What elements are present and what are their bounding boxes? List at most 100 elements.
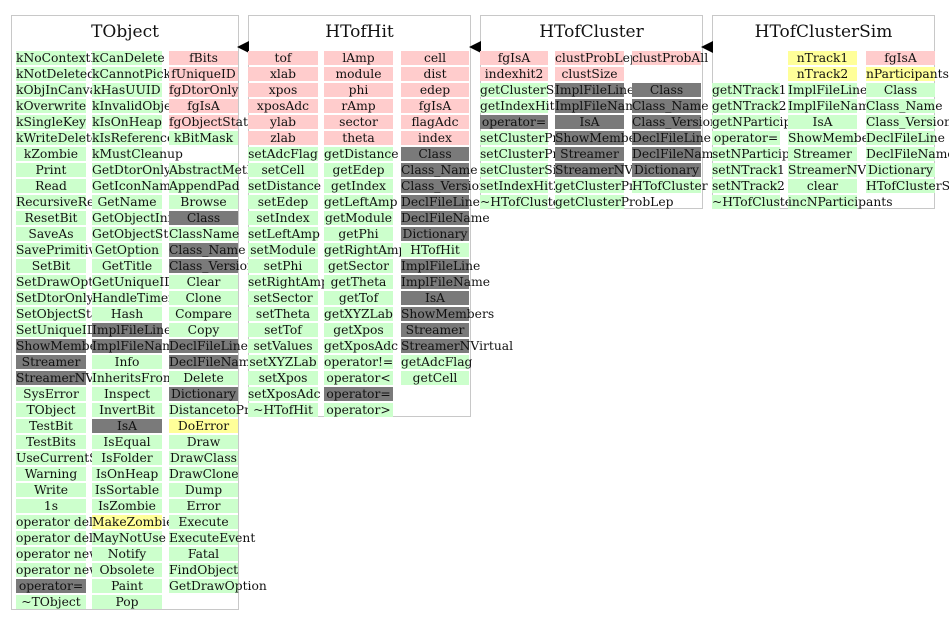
class-member: kZombie: [16, 147, 86, 161]
class-member: ClassName: [169, 227, 240, 241]
class-member: DrawClone: [169, 467, 239, 481]
class-member: edep: [401, 83, 469, 97]
class-member: Streamer: [555, 147, 624, 161]
class-member: IsA: [555, 115, 624, 129]
class-member: ImplFileName: [555, 99, 645, 113]
class-member: DistancetoPrimitive: [169, 403, 293, 417]
class-member: IsOnHeap: [92, 467, 162, 481]
class-member: operator<: [324, 371, 393, 385]
class-member: setIndex: [248, 211, 318, 225]
class-member: AppendPad: [169, 179, 240, 193]
class-member: clustProbAll: [632, 51, 709, 65]
class-member: kMustCleanup: [92, 147, 183, 161]
class-member: ShowMembers: [555, 131, 649, 145]
class-member: Browse: [169, 195, 238, 209]
class-member: ResetBit: [16, 211, 86, 225]
class-member: getLeftAmp: [324, 195, 398, 209]
class-member: GetOption: [92, 243, 162, 257]
class-member: ImplFileLine: [555, 83, 635, 97]
class-member: fgObjectStat: [169, 115, 248, 129]
class-member: ImplFileLine: [92, 323, 172, 337]
class-member: kIsOnHeap: [92, 115, 162, 129]
class-member: fgIsA: [866, 51, 935, 65]
class-member: setXpos: [248, 371, 318, 385]
class-member: getAdcFlag: [401, 355, 473, 369]
class-member: ~HTofHit: [248, 403, 318, 417]
class-member: operator new: [16, 547, 100, 561]
class-member: [632, 67, 701, 81]
class-member: ShowMembers: [788, 131, 882, 145]
class-member: cell: [401, 51, 469, 65]
class-title: HTofHit: [325, 22, 394, 42]
class-member: phi: [324, 83, 393, 97]
class-member: lAmp: [324, 51, 393, 65]
class-member: module: [324, 67, 393, 81]
class-member: DoError: [169, 419, 238, 433]
class-member: setXYZLab: [248, 355, 318, 369]
class-member: fgDtorOnly: [169, 83, 239, 97]
class-member: IsA: [788, 115, 857, 129]
class-member: getIndex: [324, 179, 393, 193]
class-member: getNTrack2: [712, 99, 787, 113]
class-member: clustProbLep: [555, 51, 638, 65]
class-member: StreamerNVirtual: [788, 163, 901, 177]
class-member: ~TObject: [16, 595, 86, 609]
class-member: FindObject: [169, 563, 239, 577]
class-member: setClusterProbAll: [480, 131, 591, 145]
class-member: StreamerNVirtual: [16, 371, 129, 385]
class-member: DeclFileLine: [866, 131, 945, 145]
class-member: GetDtorOnly: [92, 163, 172, 177]
class-member: kOverwrite: [16, 99, 87, 113]
class-member: IsA: [401, 291, 469, 305]
class-member: rAmp: [324, 99, 393, 113]
class-member: setPhi: [248, 259, 318, 273]
class-member: UseCurrentStyle: [16, 451, 121, 465]
class-member: setModule: [248, 243, 318, 257]
class-member: getXYZLab: [324, 307, 393, 321]
class-member: operator=: [712, 131, 780, 145]
class-member: kNoContextMenu: [16, 51, 127, 65]
class-member: HandleTimer: [92, 291, 175, 305]
class-member: incNParticipants: [788, 195, 893, 209]
class-member: Dictionary: [401, 227, 469, 241]
class-member: kInvalidObject: [92, 99, 184, 113]
class-member: setEdep: [248, 195, 318, 209]
class-member: nTrack1: [788, 51, 857, 65]
class-member: kIsReferenced: [92, 131, 183, 145]
class-member: Class_Name: [401, 163, 478, 177]
class-member: index: [401, 131, 469, 145]
class-member: xposAdc: [248, 99, 318, 113]
class-member: getNParticipants: [712, 115, 818, 129]
class-member: operator=: [16, 579, 86, 593]
class-member: DeclFileLine: [401, 195, 480, 209]
class-member: Class_Version: [866, 115, 949, 129]
class-member: StreamerNVirtual: [555, 163, 668, 177]
class-member: IsFolder: [92, 451, 162, 465]
class-member: setClusterSize: [480, 163, 571, 177]
class-title: HTofClusterSim: [754, 22, 893, 42]
class-member: DrawClass: [169, 451, 238, 465]
class-member: clustSize: [555, 67, 624, 81]
class-member: SetUniqueID: [16, 323, 97, 337]
class-member: kHasUUID: [92, 83, 162, 97]
class-member: Write: [16, 483, 86, 497]
class-member: indexhit2: [480, 67, 548, 81]
class-member: getModule: [324, 211, 393, 225]
class-member: fgIsA: [401, 99, 469, 113]
class-member: ~HTofClusterSim: [712, 195, 822, 209]
class-member: Dump: [169, 483, 238, 497]
class-member: setNTrack2: [712, 179, 785, 193]
class-member: GetName: [92, 195, 162, 209]
class-member: getXpos: [324, 323, 393, 337]
class-member: getRightAmp: [324, 243, 407, 257]
class-member: SetBit: [16, 259, 86, 273]
class-member: setTheta: [248, 307, 318, 321]
class-member: Class_Version: [632, 115, 718, 129]
class-member: GetDrawOption: [169, 579, 267, 593]
class-member: RecursiveRemove: [16, 195, 128, 209]
class-member: ShowMembers: [16, 339, 110, 353]
class-member: ylab: [248, 115, 318, 129]
class-member: operator delete[]: [16, 531, 123, 545]
class-member: DeclFileLine: [632, 131, 711, 145]
class-member: InvertBit: [92, 403, 162, 417]
